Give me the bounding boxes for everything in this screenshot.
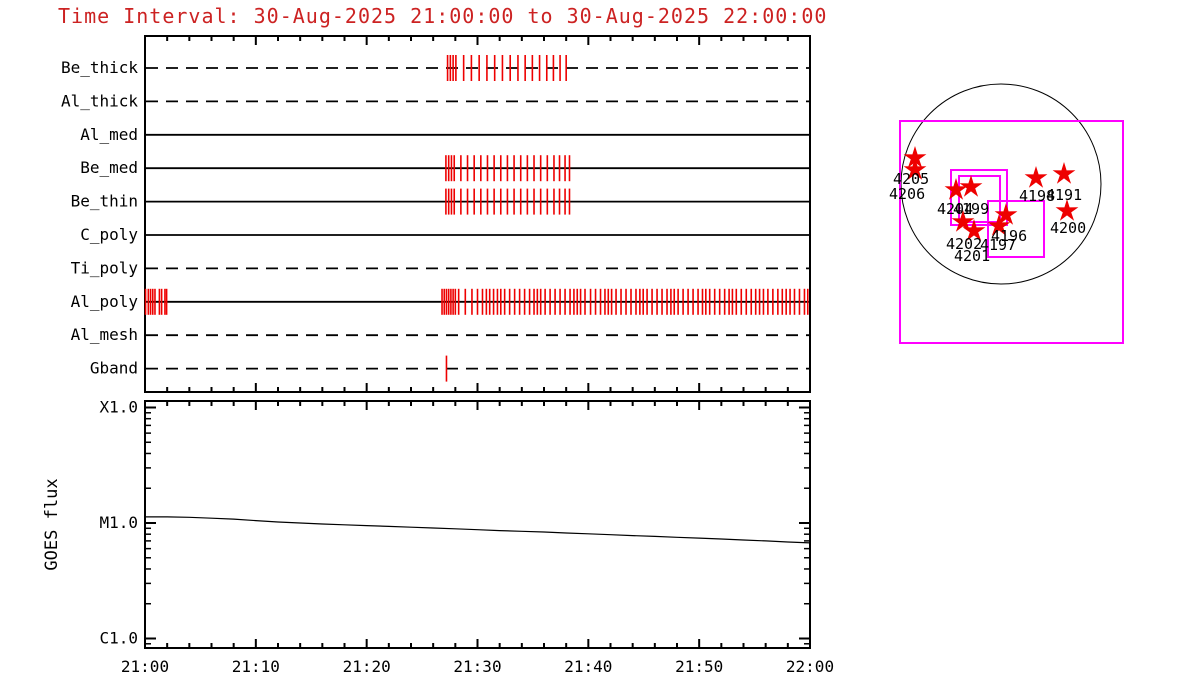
fov-box [958, 175, 1001, 223]
active-region-star-4199 [959, 175, 983, 197]
active-region-label-4201: 4201 [954, 247, 990, 265]
active-region-star-4205 [903, 146, 927, 168]
active-region-star-4196 [994, 203, 1018, 225]
fov-box [987, 200, 1045, 258]
active-region-star-4202 [951, 210, 975, 232]
active-region-label-4199: 4199 [953, 200, 989, 218]
timeline-plot-frame [144, 35, 811, 393]
goes-x-tick-label: 21:00 [121, 657, 169, 676]
timeline-row-label-Be_thin: Be_thin [71, 192, 138, 211]
goes-x-tick-label: 21:10 [232, 657, 280, 676]
active-region-label-4191: 4191 [1046, 186, 1082, 204]
goes-y-tick-label: C1.0 [99, 629, 138, 648]
goes-x-tick-label: 22:00 [786, 657, 834, 676]
active-region-star-4204 [944, 178, 968, 200]
goes-x-tick-label: 21:20 [343, 657, 391, 676]
timeline-row-label-Al_mesh: Al_mesh [71, 325, 138, 344]
active-region-label-4197: 4197 [980, 236, 1016, 254]
timeline-row-label-Al_thick: Al_thick [61, 91, 138, 110]
timeline-row-label-Gband: Gband [90, 359, 138, 378]
active-region-label-4204: 4204 [937, 200, 973, 218]
fov-box [899, 120, 1124, 344]
timeline-row-label-Be_med: Be_med [80, 158, 138, 177]
timeline-row-label-Ti_poly: Ti_poly [71, 258, 139, 277]
active-region-star-4191 [1052, 162, 1076, 184]
goes-flux-curve [145, 516, 811, 544]
active-region-label-4196: 4196 [991, 227, 1027, 245]
goes-y-tick-label: M1.0 [99, 513, 138, 532]
goes-x-tick-label: 21:30 [453, 657, 501, 676]
timeline-row-label-Al_med: Al_med [80, 125, 138, 144]
timeline-row-label-Al_poly: Al_poly [71, 292, 139, 311]
active-region-label-4206: 4206 [889, 185, 925, 203]
time-interval-title: Time Interval: 30-Aug-2025 21:00:00 to 3… [58, 4, 828, 28]
active-region-label-4200: 4200 [1050, 219, 1086, 237]
goes-plot-frame [144, 400, 811, 649]
goes-x-tick-label: 21:40 [564, 657, 612, 676]
goes-x-tick-label: 21:50 [675, 657, 723, 676]
active-region-star-4200 [1055, 199, 1079, 221]
timeline-row-label-C_poly: C_poly [80, 225, 138, 244]
active-region-star-4198 [1024, 166, 1048, 188]
active-region-star-4197 [987, 214, 1011, 236]
goes-y-tick-label: X1.0 [99, 398, 138, 417]
active-region-label-4198: 4198 [1019, 187, 1055, 205]
goes-y-axis-title: GOES flux [42, 478, 62, 570]
active-region-star-4206 [903, 158, 927, 180]
active-region-label-4205: 4205 [893, 170, 929, 188]
timeline-row-label-Be_thick: Be_thick [61, 58, 138, 77]
active-region-label-4202: 4202 [946, 235, 982, 253]
active-region-star-4201 [962, 219, 986, 241]
